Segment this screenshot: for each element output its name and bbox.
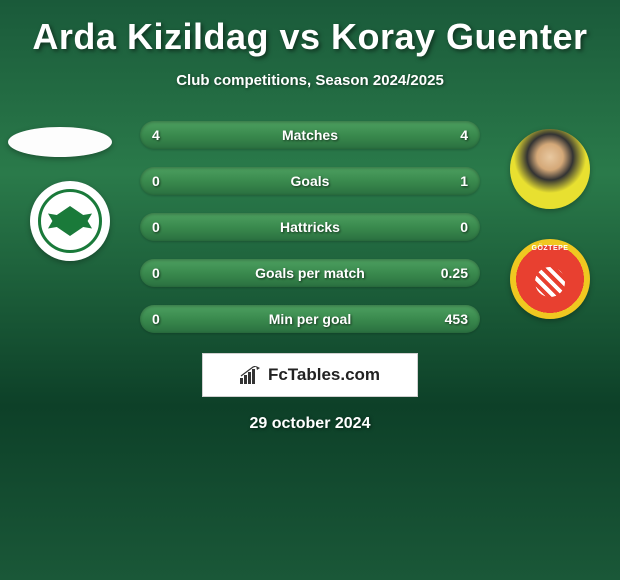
stat-left-value: 0 bbox=[152, 265, 160, 281]
player-right-avatar bbox=[510, 129, 590, 209]
stat-row-matches: 4 Matches 4 bbox=[140, 121, 480, 149]
footer-date: 29 october 2024 bbox=[250, 415, 371, 433]
club-left-badge-inner bbox=[38, 189, 102, 253]
stat-right-value: 0.25 bbox=[441, 265, 468, 281]
player-left-avatar bbox=[8, 127, 112, 157]
club-right-badge: GÖZTEPE bbox=[510, 239, 590, 319]
branding-text: FcTables.com bbox=[268, 365, 380, 385]
page-subtitle: Club competitions, Season 2024/2025 bbox=[176, 72, 444, 89]
stat-row-hattricks: 0 Hattricks 0 bbox=[140, 213, 480, 241]
stat-right-value: 0 bbox=[460, 219, 468, 235]
stat-left-value: 4 bbox=[152, 127, 160, 143]
page-title: Arda Kizildag vs Koray Guenter bbox=[32, 16, 587, 58]
main-area: GÖZTEPE 4 Matches 4 0 Goals 1 0 Hattrick… bbox=[0, 121, 620, 333]
stat-label: Goals bbox=[140, 173, 480, 189]
club-right-label: GÖZTEPE bbox=[532, 245, 569, 252]
stat-row-min-per-goal: 0 Min per goal 453 bbox=[140, 305, 480, 333]
chart-icon bbox=[240, 366, 262, 384]
stat-left-value: 0 bbox=[152, 173, 160, 189]
branding-box[interactable]: FcTables.com bbox=[202, 353, 418, 397]
stat-row-goals-per-match: 0 Goals per match 0.25 bbox=[140, 259, 480, 287]
stat-bars: 4 Matches 4 0 Goals 1 0 Hattricks 0 0 Go… bbox=[140, 121, 480, 333]
stat-right-value: 4 bbox=[460, 127, 468, 143]
stat-right-value: 453 bbox=[445, 311, 468, 327]
stat-label: Min per goal bbox=[140, 311, 480, 327]
stat-left-value: 0 bbox=[152, 219, 160, 235]
club-left-badge bbox=[30, 181, 110, 261]
stat-label: Matches bbox=[140, 127, 480, 143]
stat-left-value: 0 bbox=[152, 311, 160, 327]
comparison-card: Arda Kizildag vs Koray Guenter Club comp… bbox=[0, 0, 620, 443]
stat-right-value: 1 bbox=[460, 173, 468, 189]
stat-row-goals: 0 Goals 1 bbox=[140, 167, 480, 195]
ball-icon bbox=[535, 267, 565, 297]
stat-label: Goals per match bbox=[140, 265, 480, 281]
stat-label: Hattricks bbox=[140, 219, 480, 235]
eagle-icon bbox=[48, 206, 92, 236]
